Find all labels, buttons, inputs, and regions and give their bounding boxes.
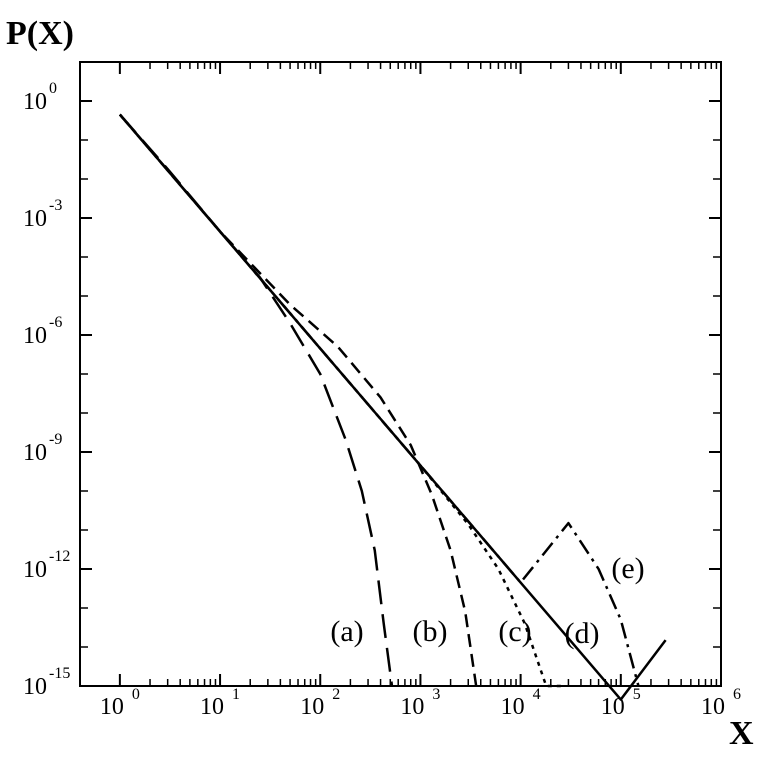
x-tick-label: 10 5 [601, 686, 641, 720]
y-tick-label: 10-6 [23, 314, 62, 349]
x-axis-title: X [729, 715, 754, 752]
y-axis-title: P(X) [6, 15, 74, 52]
x-tick-base: 10 [200, 694, 224, 720]
x-tick-label: 10 0 [100, 686, 140, 720]
axes-layer [79, 61, 722, 687]
labels-layer: 10 0 10 1 10 2 10 3 10 4 10 5 10 610010-310-610-910-1… [23, 80, 741, 720]
y-tick-base: 10 [23, 674, 47, 700]
x-tick-label: 10 6 [701, 686, 741, 720]
y-tick-exponent: -12 [49, 548, 70, 565]
series-label: (e) [611, 552, 644, 585]
series-label: (b) [413, 615, 448, 648]
y-tick-base: 10 [23, 440, 47, 466]
x-tick-base: 10 [300, 694, 324, 720]
series-line [118, 113, 563, 688]
series-label: (d) [565, 617, 600, 650]
series-line [118, 113, 394, 687]
series-line [118, 113, 640, 687]
y-tick-label: 100 [23, 80, 57, 115]
y-tick-base: 10 [23, 89, 47, 115]
x-tick-base: 10 [100, 694, 124, 720]
y-tick-label: 10-3 [23, 197, 62, 232]
x-tick-exponent: 6 [733, 686, 741, 703]
x-tick-exponent: 5 [633, 686, 641, 703]
y-tick-base: 10 [23, 557, 47, 583]
series-line [118, 113, 667, 701]
x-tick-exponent: 1 [232, 686, 240, 703]
y-tick-label: 10-9 [23, 431, 62, 466]
series-label: (c) [498, 615, 531, 648]
x-tick-label: 10 4 [501, 686, 541, 720]
series-line [118, 113, 478, 687]
x-tick-label: 10 1 [200, 686, 240, 720]
ticks-layer [80, 61, 722, 687]
y-tick-base: 10 [23, 206, 47, 232]
x-tick-base: 10 [400, 694, 424, 720]
y-tick-exponent: 0 [49, 80, 57, 97]
y-tick-label: 10-12 [23, 548, 70, 583]
x-tick-base: 10 [501, 694, 525, 720]
x-tick-exponent: 3 [432, 686, 440, 703]
y-tick-label: 10-15 [23, 665, 70, 700]
y-tick-base: 10 [23, 323, 47, 349]
x-tick-exponent: 4 [533, 686, 541, 703]
x-tick-label: 10 3 [400, 686, 440, 720]
y-tick-exponent: -6 [49, 314, 62, 331]
series-label: (a) [330, 615, 363, 648]
x-tick-base: 10 [701, 694, 725, 720]
plot-frame [79, 61, 722, 687]
y-tick-exponent: -15 [49, 665, 70, 682]
y-tick-exponent: -3 [49, 197, 62, 214]
series-layer [118, 113, 667, 701]
y-tick-exponent: -9 [49, 431, 62, 448]
x-tick-exponent: 2 [332, 686, 340, 703]
x-tick-exponent: 0 [132, 686, 140, 703]
x-tick-label: 10 2 [300, 686, 340, 720]
